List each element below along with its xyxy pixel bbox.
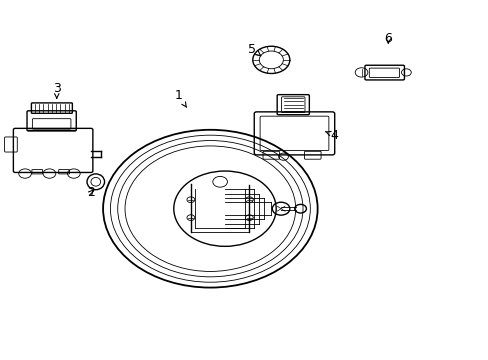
Text: 3: 3 — [53, 82, 61, 98]
Text: 2: 2 — [87, 186, 95, 199]
Text: 1: 1 — [174, 89, 186, 107]
Text: 6: 6 — [384, 32, 391, 45]
Text: 4: 4 — [325, 129, 338, 142]
Text: 5: 5 — [247, 42, 261, 56]
